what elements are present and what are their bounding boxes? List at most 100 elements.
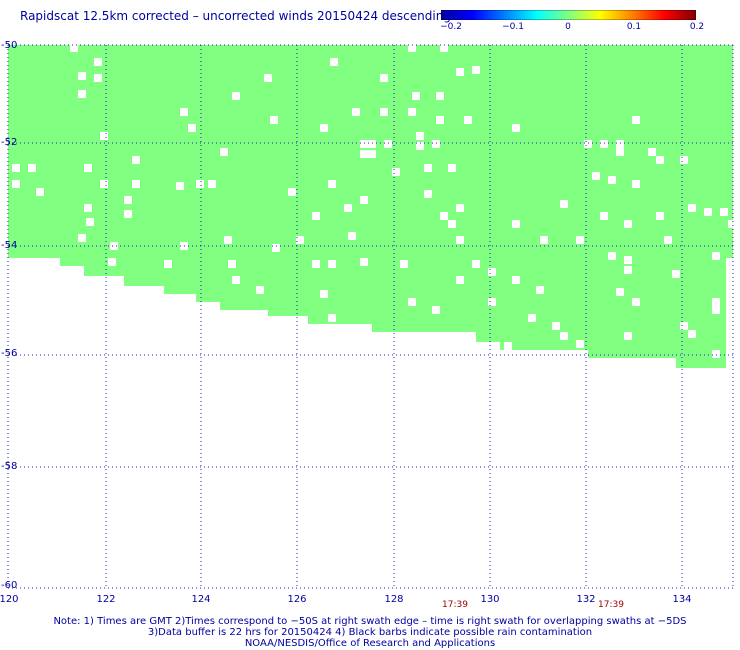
missing-data-cell <box>448 220 456 228</box>
missing-data-cell <box>456 236 464 244</box>
swath-time-label-2: 17:39 <box>598 600 624 610</box>
missing-data-cell <box>592 172 600 180</box>
missing-data-cell <box>256 286 264 294</box>
missing-data-cell <box>94 58 102 66</box>
missing-data-cell <box>528 314 536 322</box>
missing-data-cell <box>712 306 720 314</box>
missing-data-cell <box>472 260 480 268</box>
missing-data-cell <box>360 140 368 148</box>
missing-data-cell <box>712 350 720 358</box>
missing-data-cell <box>624 256 632 264</box>
missing-data-cell <box>672 270 680 278</box>
missing-data-cell <box>512 124 520 132</box>
missing-data-cell <box>312 212 320 220</box>
missing-data-cells <box>12 44 736 358</box>
missing-data-cell <box>632 180 640 188</box>
missing-data-cell <box>328 180 336 188</box>
missing-data-cell <box>624 332 632 340</box>
grid-lines <box>7 44 734 589</box>
map-title: Rapidscat 12.5km corrected – uncorrected… <box>20 9 451 23</box>
missing-data-cell <box>664 236 672 244</box>
missing-data-cell <box>368 150 376 158</box>
missing-data-cell <box>360 258 368 266</box>
missing-data-cell <box>712 298 720 306</box>
missing-data-cell <box>380 74 388 82</box>
wind-swath <box>8 45 733 368</box>
note-line-3: NOAA/NESDIS/Office of Research and Appli… <box>244 638 496 649</box>
missing-data-cell <box>552 322 560 330</box>
missing-data-cell <box>36 188 44 196</box>
lat-label-52: -52 <box>1 137 18 148</box>
missing-data-cell <box>78 90 86 98</box>
missing-data-cell <box>124 196 132 204</box>
missing-data-cell <box>616 140 624 148</box>
missing-data-cell <box>408 108 416 116</box>
missing-data-cell <box>392 168 400 176</box>
missing-data-cell <box>504 342 512 350</box>
missing-data-cell <box>352 108 360 116</box>
missing-data-cell <box>456 276 464 284</box>
missing-data-cell <box>512 220 520 228</box>
missing-data-cell <box>78 234 86 242</box>
missing-data-cell <box>436 116 444 124</box>
missing-data-cell <box>488 298 496 306</box>
missing-data-cell <box>648 148 656 156</box>
missing-data-cell <box>456 68 464 76</box>
lat-label-60: -60 <box>1 580 18 591</box>
lon-label-134: 134 <box>672 594 692 605</box>
missing-data-cell <box>400 260 408 268</box>
lon-label-126: 126 <box>287 594 307 605</box>
missing-data-cell <box>608 252 616 260</box>
missing-data-cell <box>540 236 548 244</box>
missing-data-cell <box>440 44 448 52</box>
missing-data-cell <box>608 176 616 184</box>
missing-data-cell <box>94 74 102 82</box>
missing-data-cell <box>576 340 584 348</box>
swath-time-label-1: 17:39 <box>442 600 468 610</box>
missing-data-cell <box>328 260 336 268</box>
missing-data-cell <box>488 268 496 276</box>
missing-data-cell <box>196 180 204 188</box>
missing-data-cell <box>208 180 216 188</box>
lat-label-56: -56 <box>1 348 18 359</box>
missing-data-cell <box>408 298 416 306</box>
missing-data-cell <box>688 330 696 338</box>
colorbar-label-min: −0.2 <box>440 22 462 32</box>
colorbar-label-max: 0.2 <box>689 22 705 32</box>
missing-data-cell <box>432 306 440 314</box>
lon-label-120: 120 <box>0 594 19 605</box>
missing-data-cell <box>456 204 464 212</box>
missing-data-cell <box>536 286 544 294</box>
missing-data-cell <box>576 236 584 244</box>
missing-data-cell <box>124 210 132 218</box>
missing-data-cell <box>180 108 188 116</box>
missing-data-cell <box>368 140 376 148</box>
lon-label-132: 132 <box>576 594 596 605</box>
lon-label-124: 124 <box>191 594 211 605</box>
missing-data-cell <box>330 58 338 66</box>
missing-data-cell <box>436 92 444 100</box>
missing-data-cell <box>712 252 720 260</box>
missing-data-cell <box>416 132 424 140</box>
missing-data-cell <box>328 314 336 322</box>
missing-data-cell <box>680 156 688 164</box>
missing-data-cell <box>408 44 416 52</box>
missing-data-cell <box>108 258 116 266</box>
missing-data-cell <box>432 140 440 148</box>
missing-data-cell <box>632 116 640 124</box>
missing-data-cell <box>584 140 592 148</box>
missing-data-cell <box>270 116 278 124</box>
missing-data-cell <box>344 204 352 212</box>
missing-data-cell <box>656 212 664 220</box>
missing-data-cell <box>360 150 368 158</box>
missing-data-cell <box>224 236 232 244</box>
missing-data-cell <box>704 208 712 216</box>
missing-data-cell <box>296 236 304 244</box>
missing-data-cell <box>616 288 624 296</box>
missing-data-cell <box>440 212 448 220</box>
colorbar-label-neg: −0.1 <box>502 22 524 32</box>
note-line-1: Note: 1) Times are GMT 2)Times correspon… <box>53 616 687 627</box>
swath-area <box>8 45 733 368</box>
missing-data-cell <box>560 332 568 340</box>
